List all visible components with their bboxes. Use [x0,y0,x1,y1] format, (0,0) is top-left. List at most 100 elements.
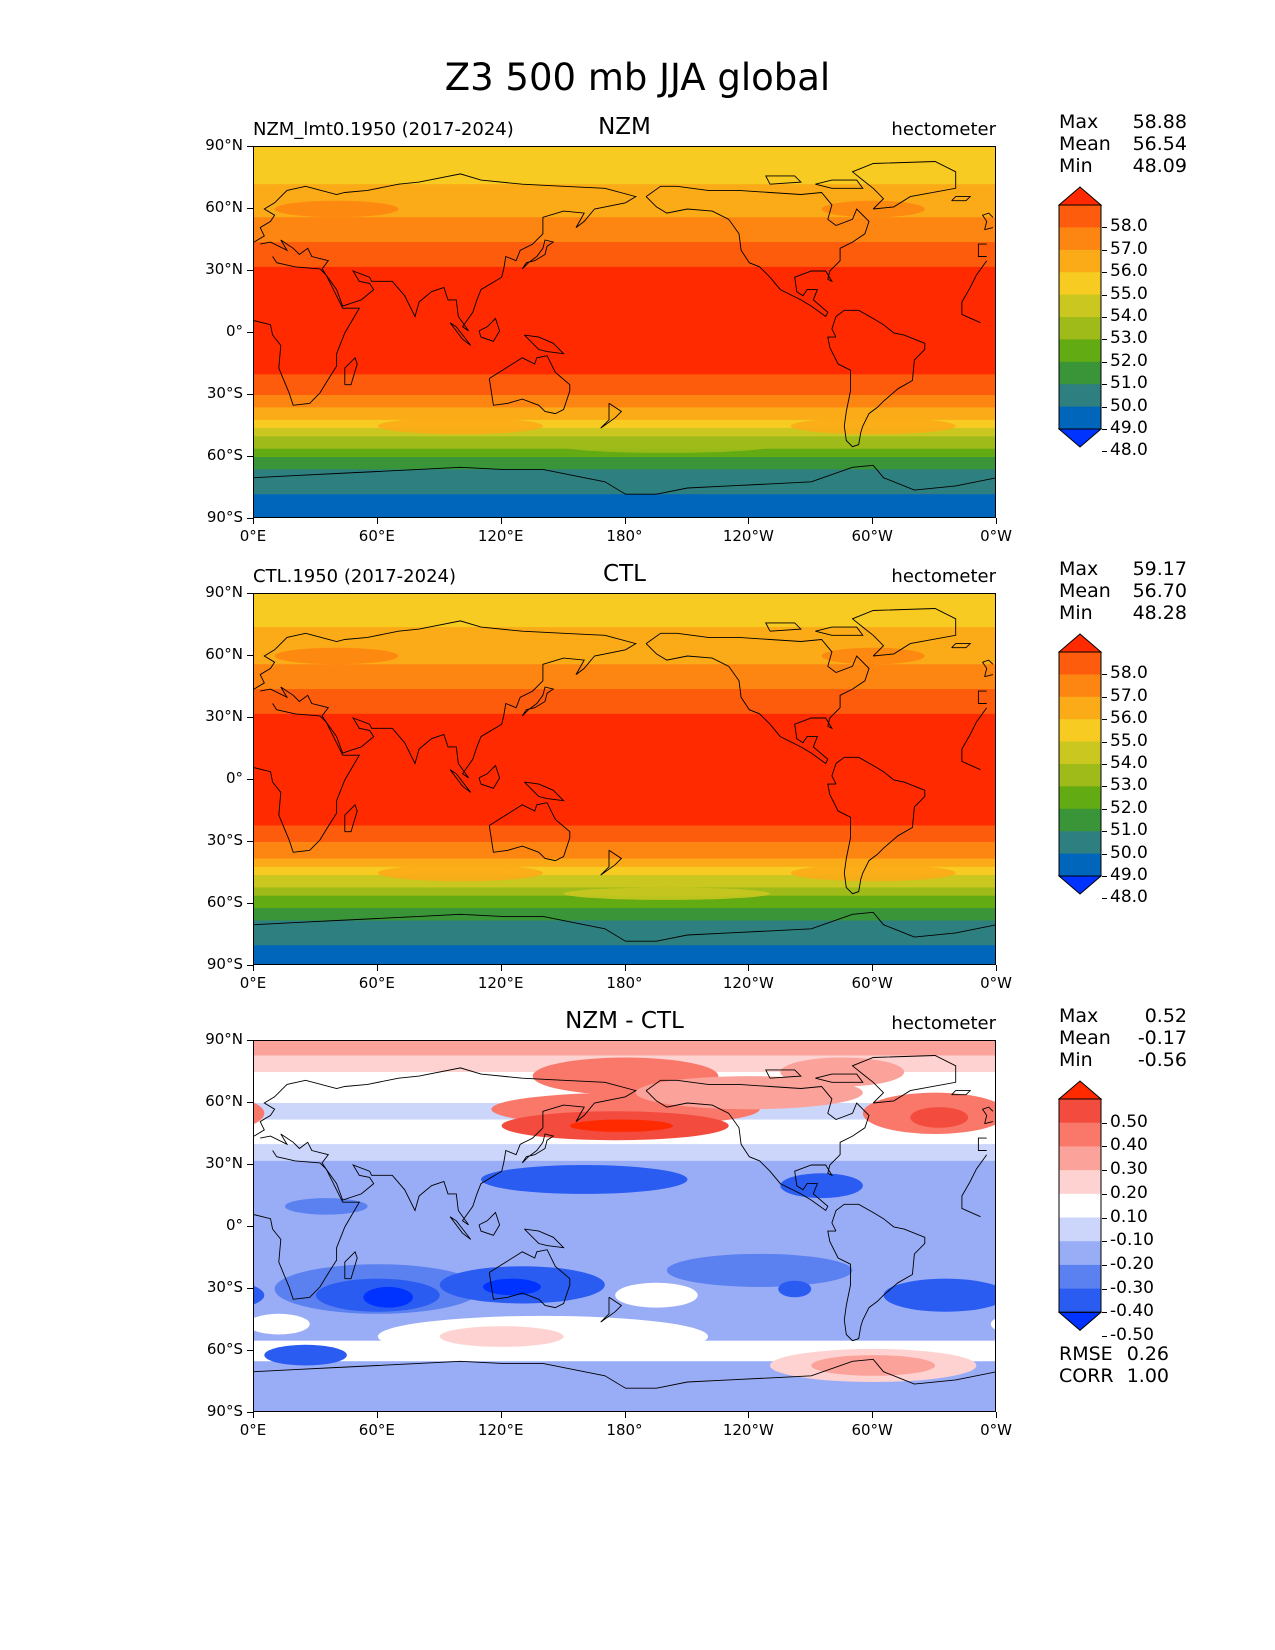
lat-band [254,957,995,963]
colorbar-box [1059,741,1101,765]
lat-band [254,656,995,661]
lat-band [254,618,995,624]
colorbar-label: 55.0 [1110,730,1148,751]
y-tick-label: 60°N [205,1092,243,1110]
coastline-12 [524,1228,565,1249]
coastline-3 [600,1296,623,1323]
panel-stats: Max 59.17 Mean 56.70 Min 48.28 [1059,558,1187,624]
colorbar-box [1059,1264,1101,1290]
colorbar-label: 56.0 [1110,708,1148,729]
lat-band [254,287,995,293]
x-tick-mark [500,518,502,524]
coastline-0 [254,256,988,406]
lat-band [254,908,995,913]
colorbar-box [1059,674,1101,698]
lat-band [254,246,995,251]
y-tick-label: 90°S [206,1402,243,1420]
coastline-0 [254,1150,988,1300]
lat-band [254,469,995,475]
colorbar-label: 54.0 [1110,306,1148,326]
y-tick-mark [247,146,253,147]
x-tick-mark [748,518,750,524]
stat-row: RMSE 0.26 [1059,1343,1169,1365]
y-tick-mark [247,1350,253,1351]
x-tick-mark [624,1412,626,1418]
y-tick-mark [247,1164,253,1165]
y-tick-label: 90°N [205,1030,243,1048]
lat-band [254,883,995,889]
stat-value: -0.56 [1137,1049,1187,1071]
coastline-6 [827,756,926,895]
y-tick-mark [247,1040,253,1041]
colorbar-label: 48.0 [1110,887,1148,908]
colorbar-tick [1102,786,1107,788]
colorbar-extend-max [1058,633,1103,653]
lat-band [254,726,995,731]
ridge-1 [790,864,956,882]
lat-band [254,337,995,342]
lat-band [254,784,995,789]
coastline-10 [478,1211,501,1236]
lat-band [254,788,995,793]
coastline-4 [645,1079,870,1212]
lat-band [254,341,995,346]
colorbar-box [1059,1288,1101,1313]
lat-band [254,635,995,641]
colorbar-label: 0.40 [1110,1135,1148,1156]
lat-band [254,734,995,740]
colorbar-box [1059,227,1101,251]
colorbar-extend-min [1058,875,1103,895]
stat-row: Max 59.17 [1059,558,1187,580]
lat-band [254,353,995,359]
colorbar-tick [1102,249,1107,251]
lat-band [254,639,995,645]
lat-band [254,808,995,814]
coastline-9 [521,1133,555,1164]
lat-band [254,796,995,802]
y-tick-mark [247,903,253,904]
lat-band [254,209,995,214]
stat-label: Mean [1059,133,1111,155]
lat-band [254,407,995,413]
x-tick-label: 60°E [358,974,395,992]
stat-row: Min 48.09 [1059,155,1187,177]
lat-band [254,821,995,827]
colorbar-frame [1058,651,1102,877]
lat-band [254,510,995,516]
colorbar-box [1059,406,1101,430]
coastline-3 [600,402,623,429]
y-tick-label: 30°S [206,1278,243,1296]
lat-band [254,266,995,272]
anomaly-7 [635,1076,863,1110]
panel-case-label: CTL.1950 (2017-2024) [253,566,457,587]
lat-band [254,254,995,260]
x-tick-label: 120°E [477,1421,524,1439]
coastline-5 [851,608,957,657]
colorbar-label: 57.0 [1110,685,1148,706]
lat-band [254,506,995,512]
anomaly-wrap-19 [254,1286,265,1305]
x-tick-label: 60°E [358,527,395,545]
lat-band [254,746,995,752]
stat-label: Min [1059,602,1093,624]
lat-band [254,813,995,818]
colorbar-frame [1058,1098,1102,1313]
lat-band [254,928,995,934]
anomaly-24 [811,1355,936,1376]
panel-stats: Max 0.52 Mean -0.17 Min -0.56 [1059,1005,1187,1071]
lat-band [254,357,995,363]
x-tick-label: 180° [606,527,643,545]
stat-row: Max 58.88 [1059,111,1187,133]
lat-band [254,217,995,222]
y-tick-label: 0° [225,769,243,787]
x-tick-label: 0°E [239,527,267,545]
coastline-8 [344,1250,358,1280]
lat-band [254,899,995,905]
lat-band [254,668,995,674]
map-svg [254,594,995,964]
lat-band [254,759,995,765]
stat-row: Min -0.56 [1059,1049,1187,1071]
colorbar-extend-min [1058,1311,1103,1331]
lat-band [254,937,995,942]
coastline-16 [765,1069,802,1079]
